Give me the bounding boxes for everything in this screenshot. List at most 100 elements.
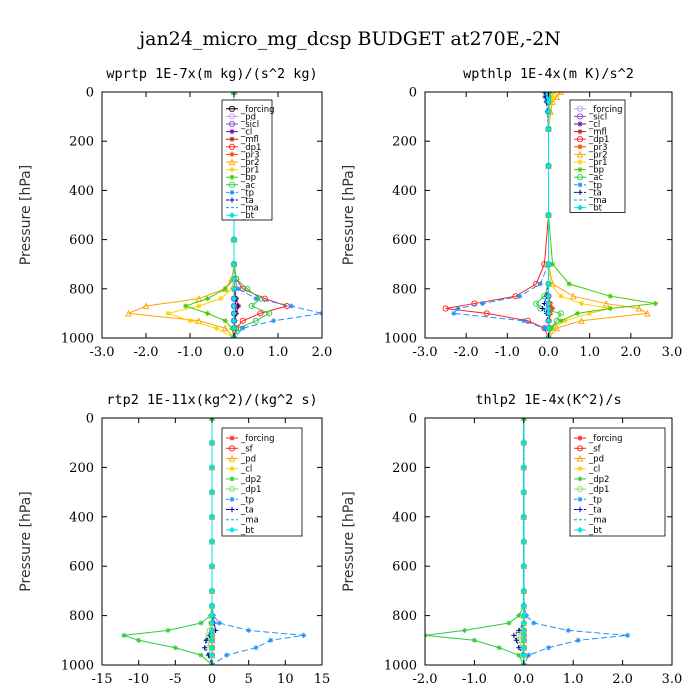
legend-marker [577, 435, 583, 441]
panel-3: rtp2 1E-11x(kg^2)/(kg^2 s) Pressure [hPa]… [18, 392, 330, 687]
series-line [233, 92, 322, 338]
legend-marker [228, 105, 236, 112]
x-tick-label: 0 [208, 672, 216, 687]
data-point [208, 612, 216, 619]
data-point [558, 318, 564, 324]
legend-label: _pr3 [240, 150, 260, 160]
data-point [208, 489, 216, 496]
x-tick-label: -15 [92, 672, 113, 687]
data-point [442, 305, 449, 312]
data-point [165, 310, 171, 316]
legend-label: _dp1 [588, 135, 609, 145]
data-point [208, 513, 216, 520]
y-tick-label: 600 [69, 233, 94, 248]
data-point [165, 627, 171, 634]
legend-label: _forcing [240, 434, 275, 444]
panel-2: wpthlp 1E-4x(m K)/s^2 Pressure [hPa] -3.0 -… [341, 66, 682, 360]
data-point [198, 620, 204, 626]
legend-marker [577, 129, 583, 135]
legend-marker [576, 105, 584, 112]
data-point [253, 296, 259, 302]
data-point [545, 325, 552, 332]
x-tick-label: 2.0 [620, 345, 641, 360]
y-tick-label: 1000 [384, 659, 417, 674]
data-point [213, 325, 219, 331]
panel-title: wpthlp 1E-4x(m K)/s^2 [463, 66, 634, 82]
data-point [520, 489, 527, 496]
data-point [578, 317, 585, 324]
data-point [235, 286, 241, 292]
legend-label: _bt [240, 211, 255, 221]
legend-label: _tp [588, 181, 602, 191]
legend-marker [576, 113, 584, 120]
data-point [562, 318, 568, 324]
series-dp2 [121, 418, 215, 665]
legend-marker [577, 159, 583, 165]
legend-label: _tp [240, 188, 254, 198]
data-point [520, 644, 527, 651]
legend-label: _bp [240, 173, 256, 183]
x-tick-label: 1.0 [563, 672, 584, 687]
y-tick-label: 0 [409, 86, 417, 101]
data-point [517, 293, 523, 299]
legend-marker [228, 212, 236, 219]
plot-frame [424, 417, 673, 666]
data-point [268, 637, 274, 643]
data-point [202, 645, 208, 651]
legend-marker [577, 167, 583, 173]
y-tick-label: 200 [69, 461, 94, 476]
legend-label: _pr2 [240, 158, 260, 168]
data-point [541, 92, 547, 95]
data-point [587, 310, 593, 316]
legend: _forcing_sf_pd_cl_dp2_dp1_tp_ta_ma_bt [221, 427, 303, 537]
legend-marker [228, 158, 236, 166]
data-point [271, 318, 277, 324]
legend-marker [576, 445, 584, 452]
y-axis-label: Pressure [hPa] [341, 165, 357, 265]
data-point [451, 310, 457, 316]
x-tick-label: -1.0 [462, 672, 487, 687]
data-point [545, 261, 552, 268]
x-tick-label: -2.0 [412, 672, 437, 687]
data-point [244, 285, 251, 292]
data-point [208, 563, 216, 570]
y-tick-label: 200 [392, 135, 417, 150]
legend-label: _pr2 [588, 150, 608, 160]
data-point [246, 627, 252, 634]
panel-4: thlp2 1E-4x(K^2)/s Pressure [hPa] -2.0 -1.0… [341, 392, 682, 687]
legend-marker [229, 496, 235, 502]
data-point [520, 637, 527, 644]
data-point [257, 310, 264, 317]
data-point [520, 513, 527, 520]
data-point [545, 211, 552, 219]
legend-marker [229, 189, 235, 195]
series-bt [520, 418, 527, 665]
legend-marker [228, 181, 236, 188]
legend-box [569, 427, 666, 537]
data-point [624, 632, 631, 638]
x-tick-label: -3.0 [412, 345, 437, 360]
data-point [545, 125, 552, 132]
legend-marker [228, 120, 236, 128]
legend-marker [577, 182, 583, 188]
series-group [425, 418, 631, 665]
series-dp2 [425, 418, 527, 665]
data-point [541, 325, 547, 331]
data-point [520, 538, 527, 545]
data-point [216, 620, 222, 626]
data-point [301, 632, 307, 638]
data-point [125, 309, 132, 317]
legend-label: _sf [240, 444, 254, 454]
y-tick-label: 600 [392, 560, 417, 575]
data-point [506, 620, 512, 626]
data-point [183, 303, 189, 309]
x-tick-label: 2.0 [612, 672, 633, 687]
legend-label: _pd [240, 112, 256, 122]
x-tick-label: 0.0 [513, 672, 534, 687]
panels: wprtp 1E-7x(m kg)/(s^2 kg) Pressure [hPa]… [18, 66, 682, 687]
legend-label: _cl [588, 120, 600, 130]
legend-label: _mfl [588, 128, 607, 138]
legend-box [221, 427, 303, 537]
plot-frame [101, 91, 323, 339]
data-point [253, 645, 259, 651]
